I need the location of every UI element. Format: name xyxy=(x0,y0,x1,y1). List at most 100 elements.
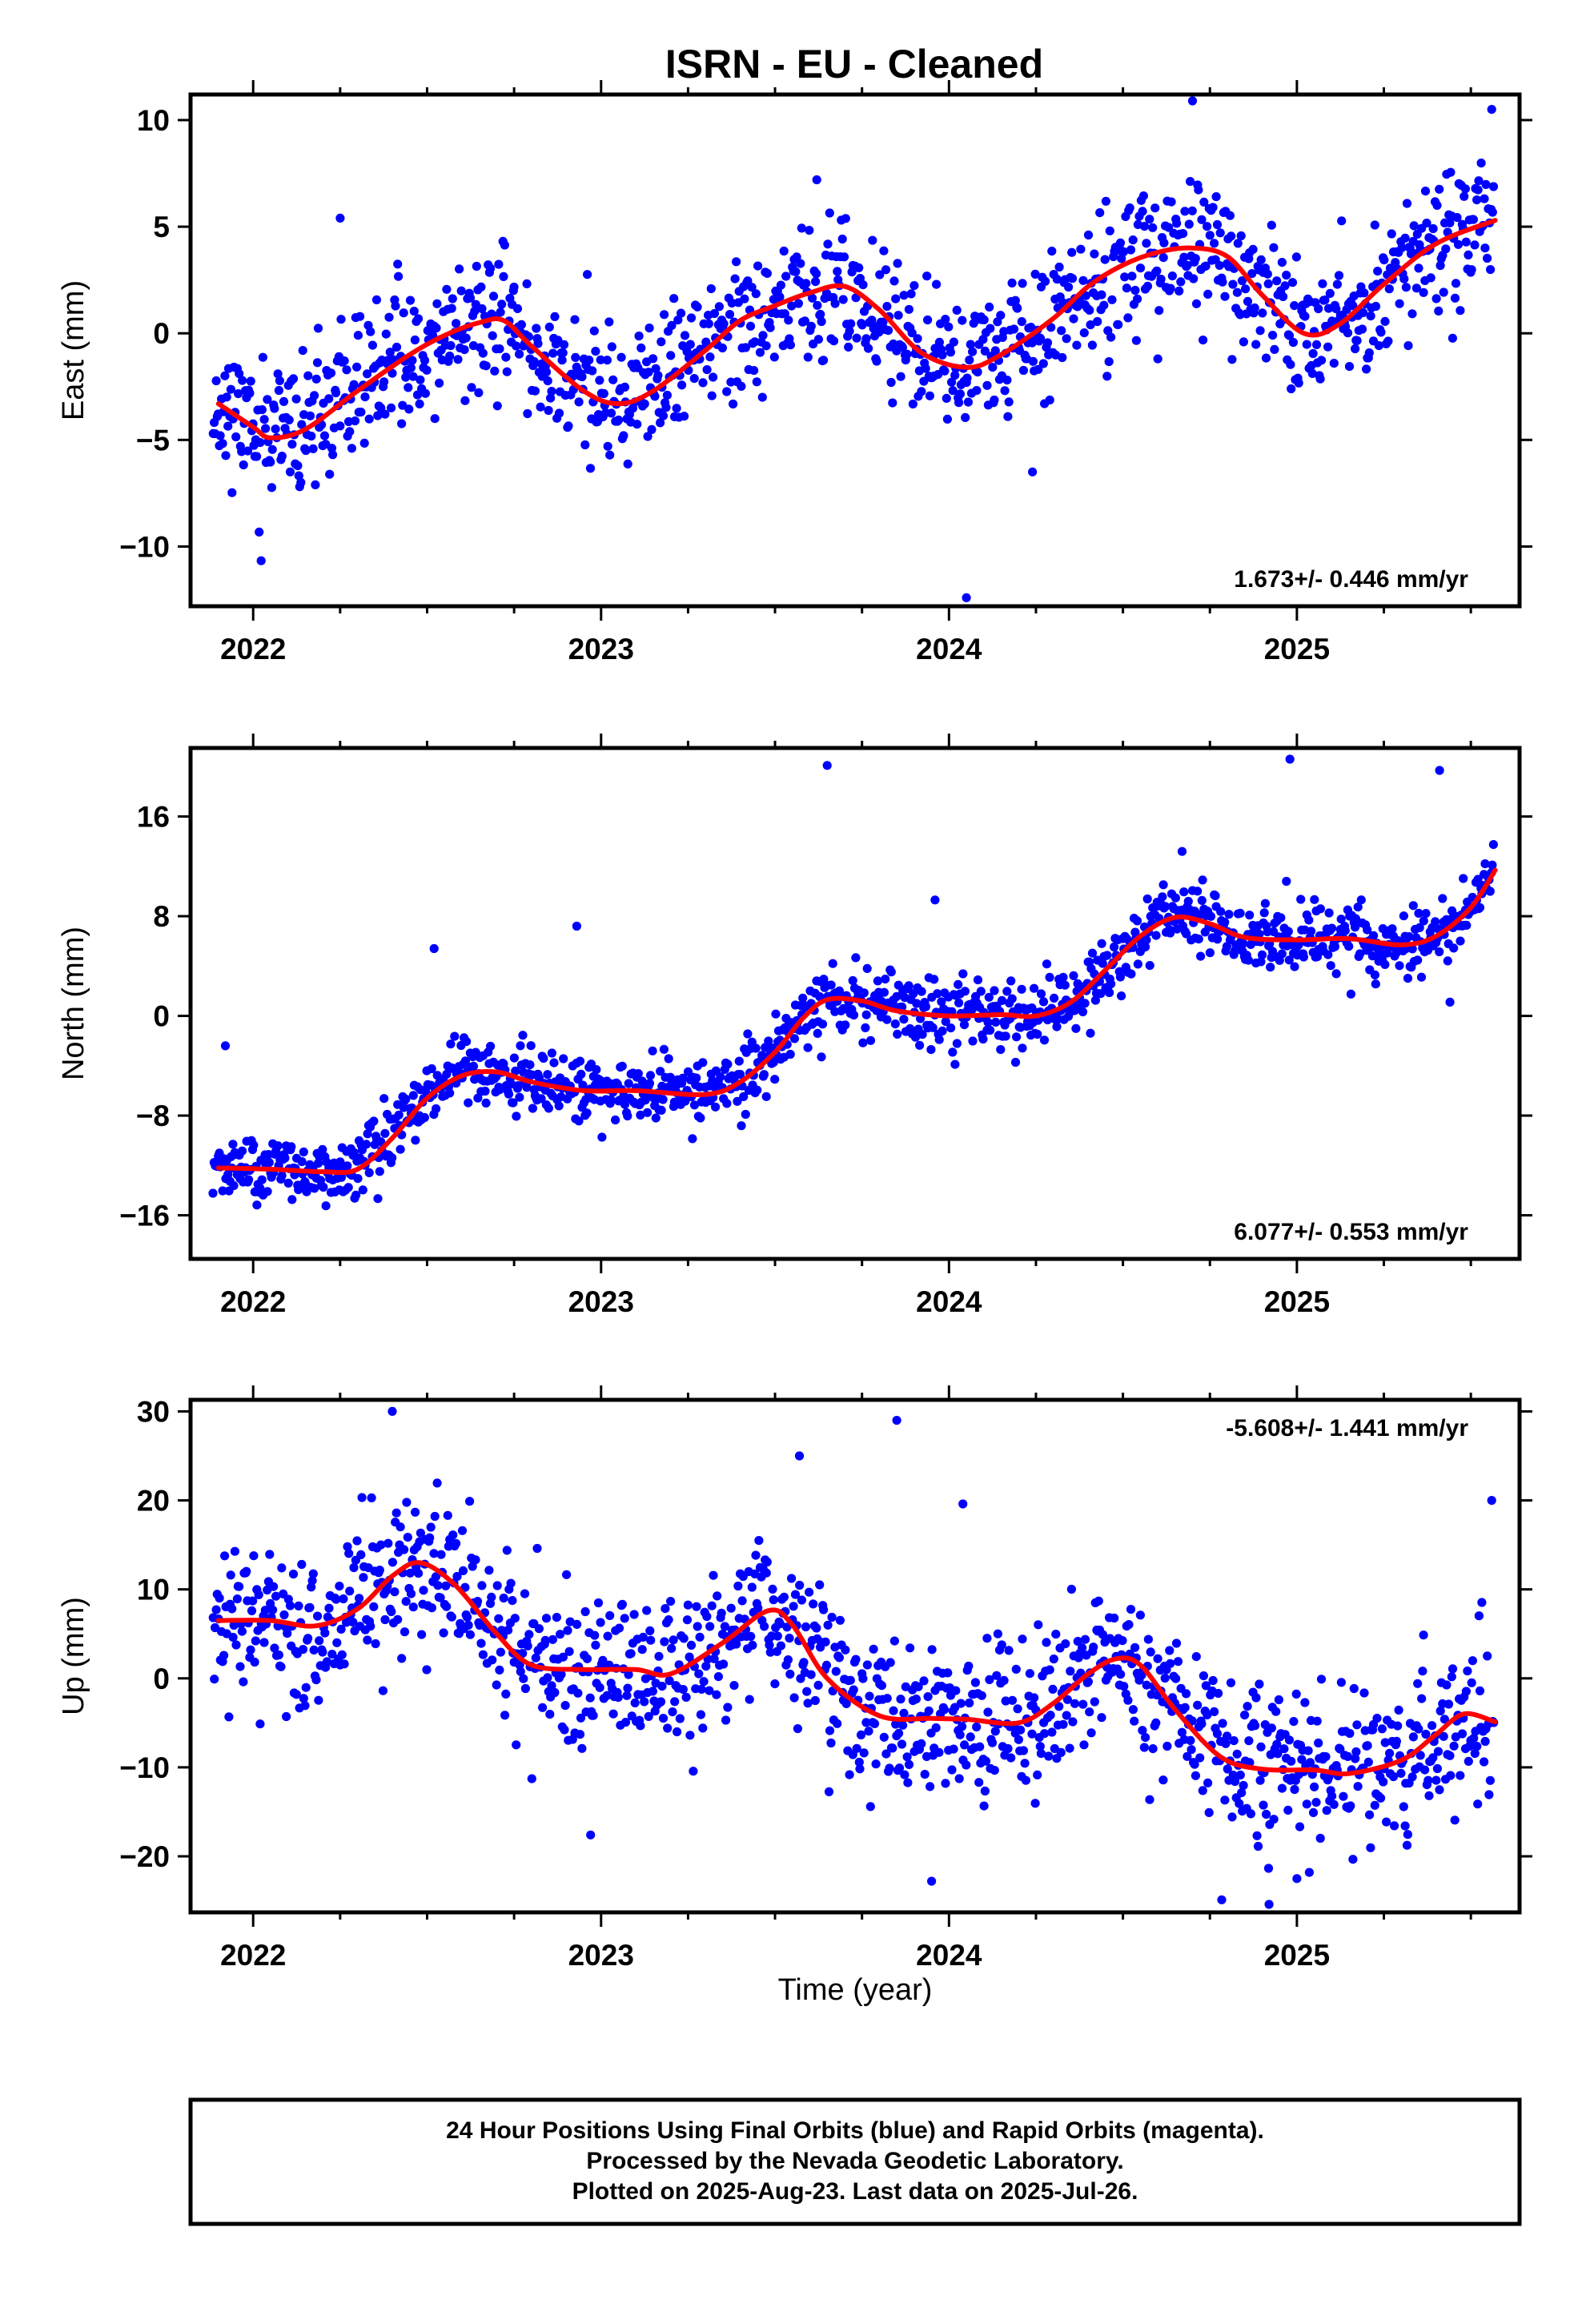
data-point xyxy=(683,1600,693,1610)
data-point xyxy=(834,1653,844,1663)
y-tick-label: −10 xyxy=(119,530,170,563)
data-point xyxy=(1239,337,1248,347)
data-point xyxy=(664,1054,673,1063)
data-point xyxy=(1241,284,1251,294)
data-point xyxy=(1250,303,1259,313)
data-point xyxy=(733,1581,743,1591)
data-point xyxy=(1426,273,1435,283)
data-point xyxy=(858,280,868,290)
data-point xyxy=(743,276,753,286)
data-point xyxy=(1050,1743,1059,1754)
data-point xyxy=(1380,959,1390,969)
data-point xyxy=(1287,1756,1296,1766)
data-point xyxy=(968,347,978,356)
data-point xyxy=(404,383,413,392)
data-point xyxy=(1460,191,1469,201)
data-point xyxy=(336,315,346,324)
data-point xyxy=(695,1632,705,1642)
data-point xyxy=(420,388,431,398)
data-point xyxy=(606,1096,616,1105)
data-point xyxy=(875,270,885,279)
data-point xyxy=(858,1038,868,1047)
data-point xyxy=(387,1406,397,1416)
data-point xyxy=(588,366,597,376)
data-point xyxy=(1127,271,1137,281)
data-point xyxy=(277,1171,287,1180)
data-point xyxy=(693,302,702,312)
data-point xyxy=(1018,279,1027,288)
data-point xyxy=(653,371,663,380)
data-point xyxy=(1435,766,1444,775)
data-point xyxy=(277,452,287,461)
data-point xyxy=(622,1691,632,1700)
data-point xyxy=(269,1582,279,1591)
data-point xyxy=(1415,1751,1425,1760)
data-point xyxy=(539,1053,548,1063)
data-point xyxy=(988,363,998,372)
data-point xyxy=(1133,959,1142,969)
data-point xyxy=(577,1743,587,1753)
data-point xyxy=(492,1581,502,1590)
data-point xyxy=(408,1602,418,1612)
data-point xyxy=(1443,956,1452,966)
data-point xyxy=(534,1624,544,1634)
data-point xyxy=(1100,255,1110,264)
data-point xyxy=(599,388,608,399)
data-point xyxy=(660,310,669,320)
data-point xyxy=(222,392,231,402)
data-point xyxy=(868,235,877,245)
data-point xyxy=(841,1699,851,1708)
data-point xyxy=(339,1594,348,1604)
data-point xyxy=(305,1602,315,1612)
data-point xyxy=(1062,1695,1072,1704)
data-point xyxy=(541,368,552,377)
data-point xyxy=(331,1594,341,1604)
data-point xyxy=(802,1687,812,1696)
data-point xyxy=(722,1099,732,1108)
data-point xyxy=(946,348,955,357)
data-point xyxy=(550,312,560,321)
data-point xyxy=(699,1677,709,1687)
data-point xyxy=(1004,397,1014,407)
data-point xyxy=(620,382,630,392)
data-point xyxy=(474,388,484,397)
data-point xyxy=(1457,1729,1468,1739)
data-point xyxy=(1235,1770,1245,1780)
data-point xyxy=(1380,1738,1390,1747)
data-point xyxy=(554,1101,564,1111)
data-point xyxy=(512,1112,521,1121)
data-point xyxy=(882,1694,892,1703)
data-point xyxy=(348,1618,358,1627)
data-point xyxy=(1435,260,1445,271)
data-point xyxy=(468,1061,479,1071)
data-point xyxy=(1456,936,1465,946)
data-point xyxy=(604,317,614,327)
data-point xyxy=(614,1623,624,1633)
data-point xyxy=(750,337,760,347)
data-point xyxy=(1403,1830,1412,1839)
x-tick-label: 2025 xyxy=(1264,1939,1330,1972)
data-point xyxy=(961,412,970,423)
data-point xyxy=(339,1659,349,1669)
data-point xyxy=(397,1654,407,1663)
data-point xyxy=(1462,920,1472,930)
data-point xyxy=(1118,1636,1127,1646)
data-point xyxy=(1385,1748,1395,1758)
data-point xyxy=(745,1695,754,1704)
data-point xyxy=(408,356,417,365)
data-point xyxy=(1304,1868,1314,1877)
data-point xyxy=(371,295,381,304)
data-point xyxy=(915,1040,925,1050)
data-point xyxy=(1351,1747,1361,1757)
data-point xyxy=(239,460,248,470)
data-point xyxy=(335,213,345,223)
data-point xyxy=(572,1619,582,1629)
data-point xyxy=(873,976,882,986)
data-point xyxy=(1030,1693,1039,1703)
data-point xyxy=(1468,215,1478,224)
data-point xyxy=(904,304,913,314)
data-point xyxy=(1371,979,1380,989)
data-point xyxy=(1255,929,1264,939)
data-point xyxy=(525,1060,535,1070)
data-point xyxy=(812,1623,821,1633)
